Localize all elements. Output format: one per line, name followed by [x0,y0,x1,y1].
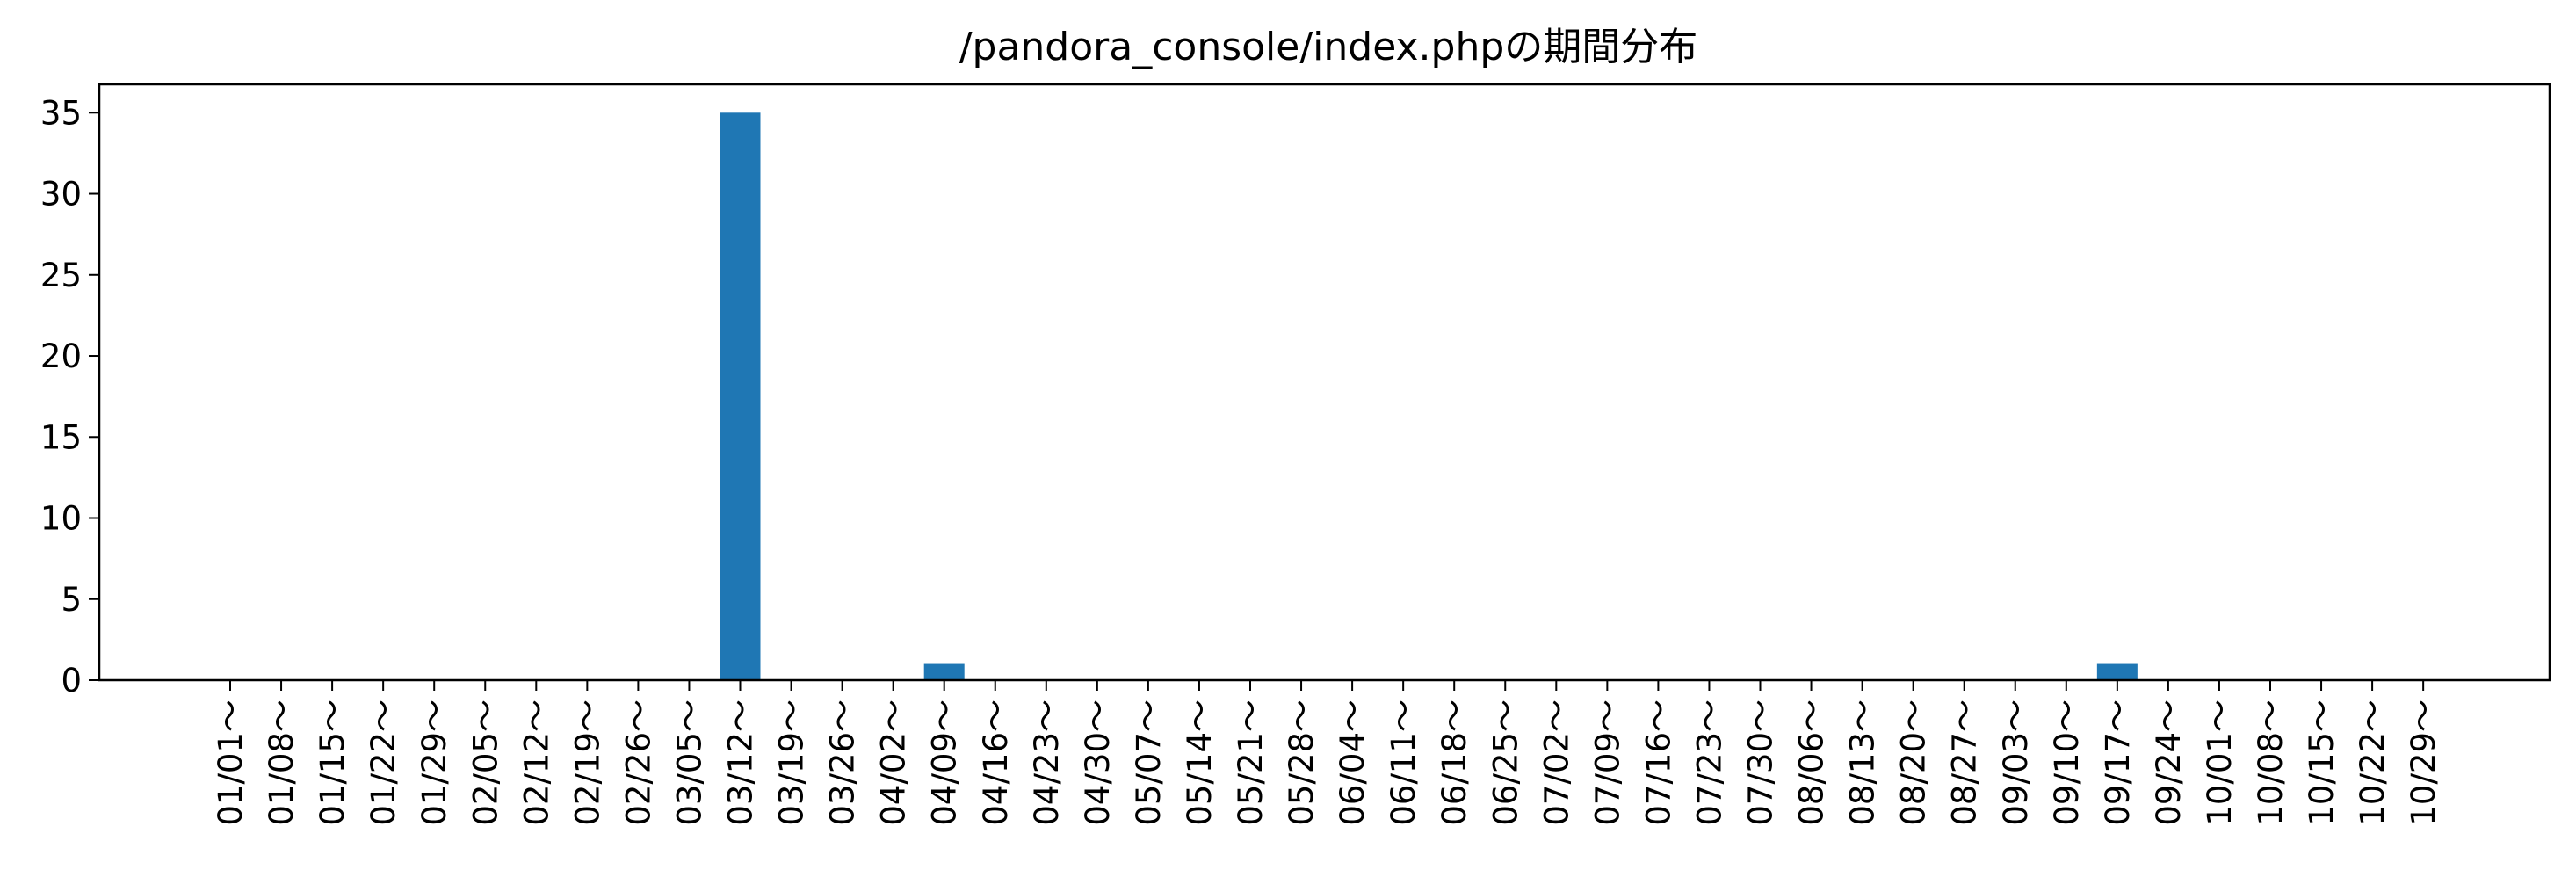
x-tick-label: 05/21～ [1232,700,1270,826]
x-tick-label: 01/22～ [365,700,402,826]
x-tick-label: 07/30～ [1742,700,1780,826]
x-axis: 01/01～ 01/08～ 01/15～ 01/22～ 01/29～ 02/05～ 02/1… [212,680,2442,826]
x-tick-label: 10/15～ [2303,700,2341,826]
x-tick-label: 10/01～ [2201,700,2239,826]
x-tick-label: 10/22～ [2354,700,2391,826]
x-tick-label: 08/20～ [1895,700,1933,826]
chart-title: /pandora_console/index.phpの期間分布 [959,25,1698,69]
y-tick-label: 10 [40,500,82,538]
x-tick-label: 06/25～ [1487,700,1524,826]
y-axis: 0 5 10 15 20 25 30 35 [40,94,99,700]
x-tick-label: 09/03～ [1997,700,2035,826]
x-tick-label: 09/17～ [2099,700,2137,826]
x-tick-label: 03/05～ [670,700,708,826]
x-tick-label: 04/02～ [875,700,913,826]
x-tick-label: 06/04～ [1334,700,1371,826]
y-tick-label: 25 [40,257,82,294]
bars [720,112,2138,681]
x-tick-label: 09/24～ [2150,700,2188,826]
x-tick-label: 08/27～ [1946,700,1984,826]
x-tick-label: 10/08～ [2252,700,2290,826]
x-tick-label: 05/07～ [1130,700,1168,826]
x-tick-label: 03/12～ [722,700,760,826]
y-tick-label: 5 [61,581,82,619]
x-tick-label: 01/29～ [416,700,453,826]
x-tick-label: 07/09～ [1588,700,1626,826]
x-tick-label: 04/09～ [926,700,964,826]
x-tick-label: 07/23～ [1690,700,1728,826]
x-tick-label: 07/02～ [1538,700,1575,826]
x-tick-label: 09/10～ [2048,700,2086,826]
plot-area-frame [98,83,2551,682]
x-tick-label: 02/26～ [619,700,657,826]
y-tick-label: 30 [40,176,82,214]
x-tick-label: 06/18～ [1436,700,1473,826]
y-tick-label: 35 [40,94,82,132]
x-tick-label: 02/19～ [568,700,606,826]
x-tick-label: 02/05～ [467,700,504,826]
x-tick-label: 06/11～ [1385,700,1422,826]
x-tick-label: 01/15～ [314,700,351,826]
x-tick-label: 05/28～ [1283,700,1321,826]
bar [720,112,761,681]
x-tick-label: 01/01～ [212,700,250,826]
x-tick-label: 03/19～ [773,700,811,826]
x-tick-label: 04/30～ [1079,700,1117,826]
x-tick-label: 08/06～ [1793,700,1831,826]
x-tick-label: 07/16～ [1639,700,1677,826]
bar [923,663,965,680]
bar [2096,663,2138,680]
y-tick-label: 15 [40,418,82,456]
x-tick-label: 04/16～ [977,700,1015,826]
x-tick-label: 10/29～ [2405,700,2442,826]
y-tick-label: 20 [40,337,82,375]
x-tick-label: 05/14～ [1181,700,1219,826]
x-tick-label: 04/23～ [1028,700,1066,826]
x-tick-label: 02/12～ [517,700,555,826]
x-tick-label: 01/08～ [263,700,300,826]
x-tick-label: 08/13～ [1844,700,1882,826]
x-tick-label: 03/26～ [824,700,862,826]
y-tick-label: 0 [61,662,82,700]
